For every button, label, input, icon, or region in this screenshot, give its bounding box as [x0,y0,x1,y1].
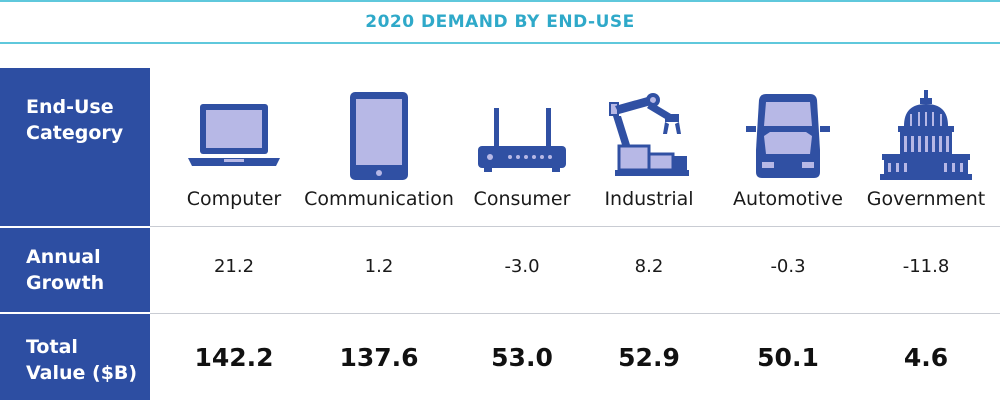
top-rule [0,0,1000,2]
category-label: Industrial [604,188,694,210]
category-column: Communication 1.2 137.6 [299,68,459,400]
row-label-total: Total Value ($B) [26,334,137,386]
total-value: 4.6 [903,343,949,372]
annual-growth-value: -0.3 [770,256,806,277]
category-label: Automotive [733,188,843,210]
category-label: Consumer [473,188,571,210]
category-label: Communication [304,188,454,210]
capitol-icon [880,90,972,180]
row-label-total-line2: Value ($B) [26,362,138,384]
row-label-category-line2: Category [26,122,124,144]
row-label-total-line1: Total [26,336,78,358]
robot-arm-icon [609,93,689,176]
laptop-icon [188,104,280,166]
row-header-panel: End-Use Category Annual Growth Total Val… [0,68,150,400]
annual-growth-value: -11.8 [902,256,950,277]
car-icon [746,94,830,178]
category-column: Industrial 8.2 52.9 [586,68,712,400]
router-icon [478,108,566,172]
chart-title: 2020 DEMAND BY END-USE [365,12,635,32]
total-value: 52.9 [618,343,680,372]
category-label: Computer [186,188,282,210]
annual-growth-value: 1.2 [364,256,394,277]
total-value: 53.0 [491,343,553,372]
category-column: Computer 21.2 142.2 [160,68,308,400]
category-column: Automotive -0.3 50.1 [724,68,852,400]
row-label-growth: Annual Growth [26,244,104,296]
row-header-divider [0,312,150,314]
row-label-category: End-Use Category [26,94,123,146]
annual-growth-value: -3.0 [504,256,540,277]
category-column: Consumer -3.0 53.0 [460,68,584,400]
row-label-category-line1: End-Use [26,96,114,118]
title-rule [0,42,1000,44]
annual-growth-value: 8.2 [634,256,664,277]
annual-growth-value: 21.2 [213,256,255,277]
tablet-icon [350,92,408,180]
row-label-growth-line1: Annual [26,246,101,268]
total-value: 137.6 [339,343,419,372]
row-label-growth-line2: Growth [26,272,105,294]
row-divider [150,313,1000,314]
category-label: Government [866,188,986,210]
title-bar: 2020 DEMAND BY END-USE [0,2,1000,42]
total-value: 142.2 [194,343,274,372]
category-column: Government -11.8 4.6 [858,68,994,400]
row-header-divider [0,226,150,228]
row-divider [150,226,1000,227]
total-value: 50.1 [757,343,819,372]
